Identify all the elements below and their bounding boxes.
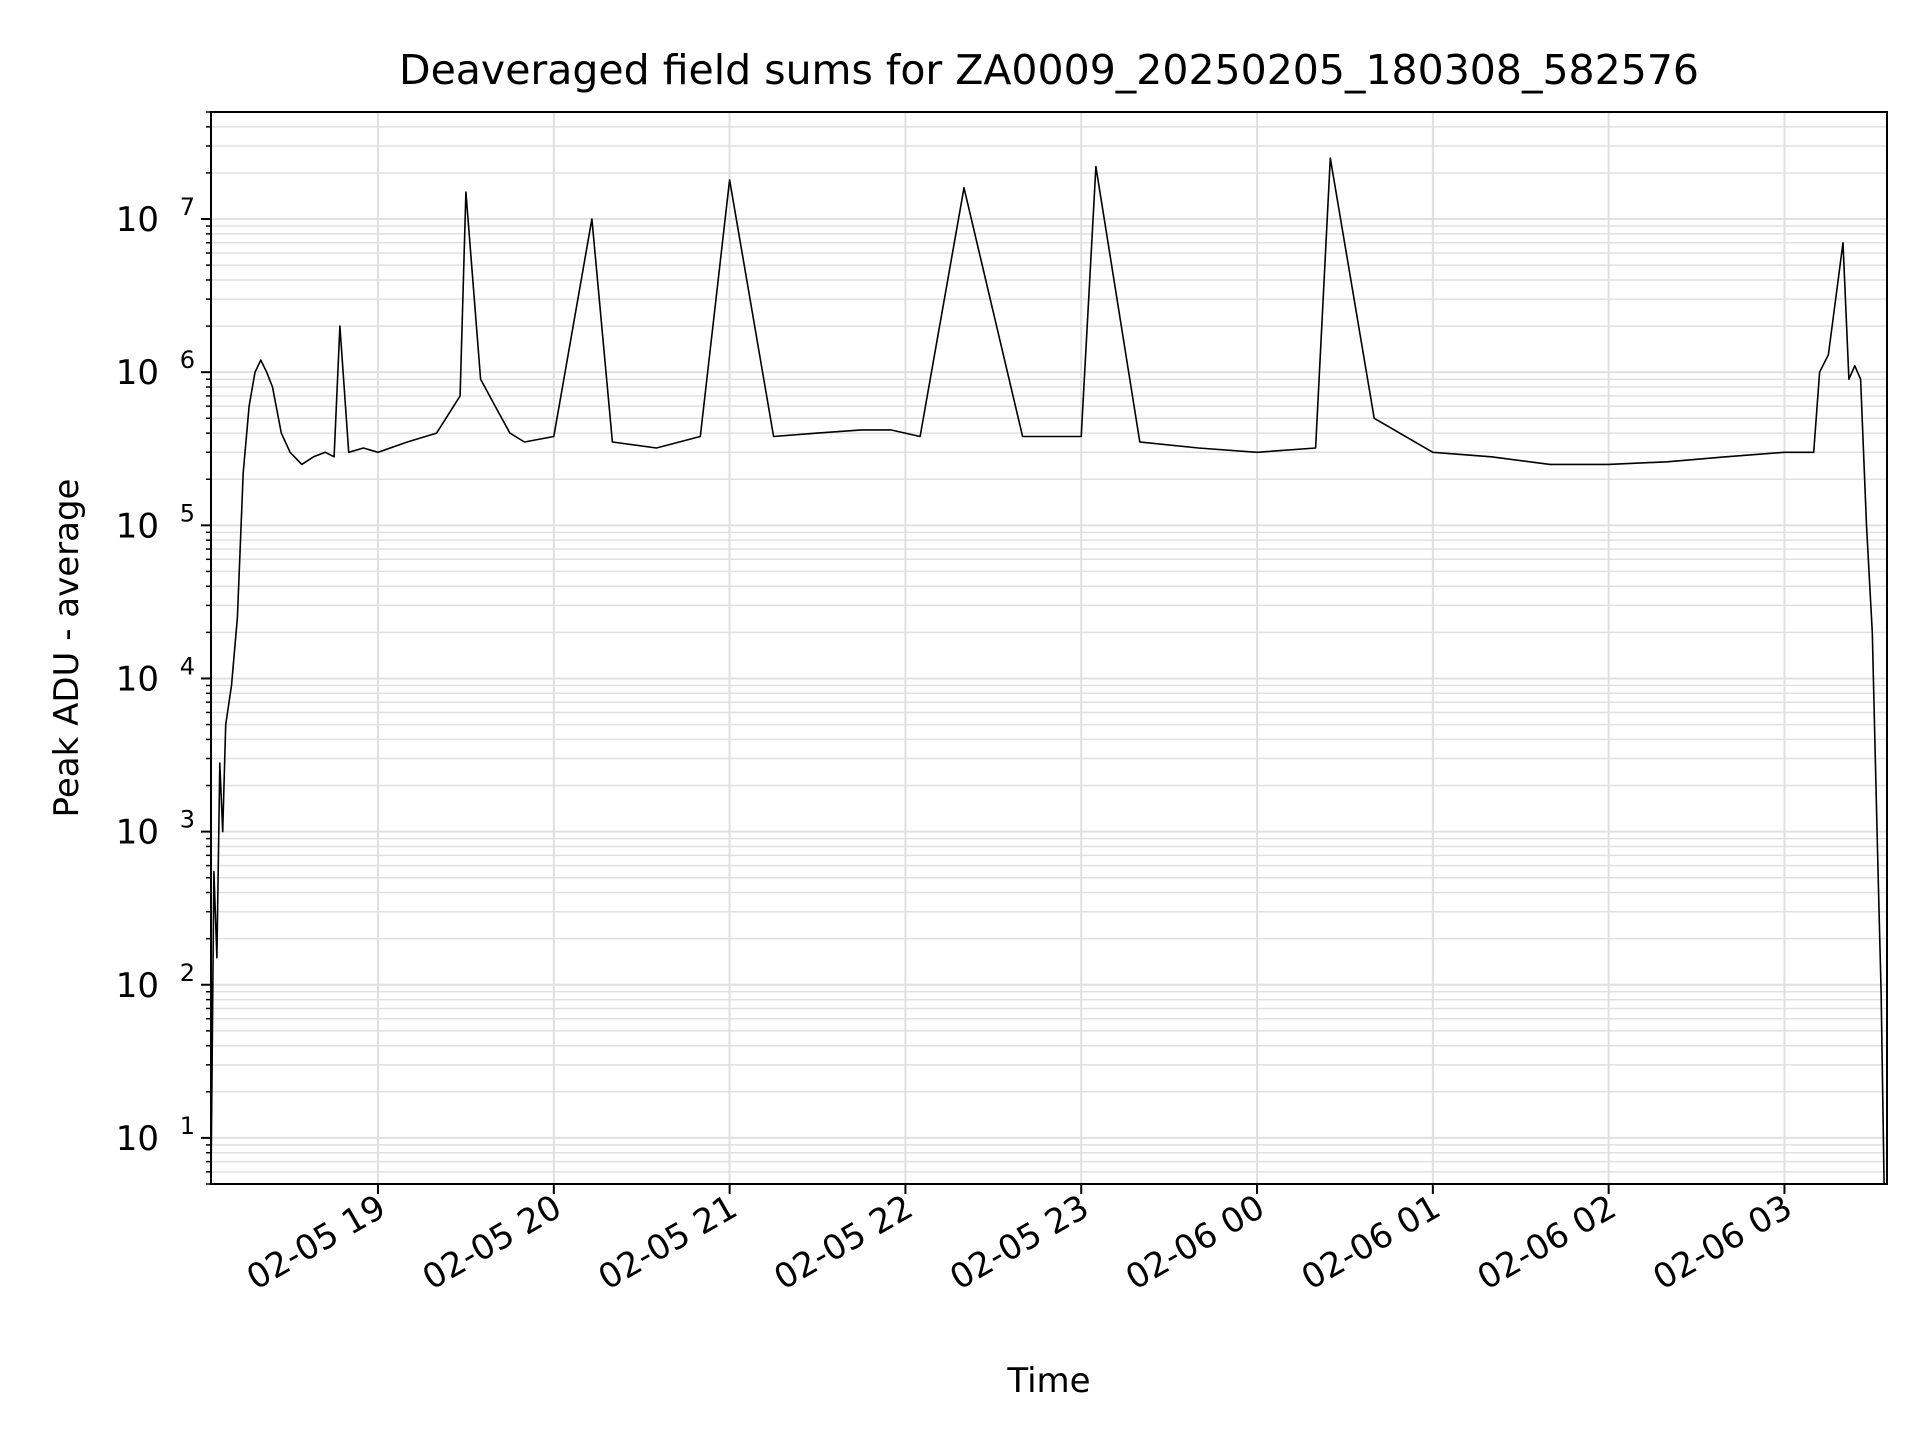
y-tick-label-base: 10 [116,353,159,393]
plot-frame [210,111,1888,1185]
y-tick-label-exponent: 6 [180,346,195,374]
y-tick-label-exponent: 5 [180,499,195,527]
series-line [210,157,1885,1185]
series-layer [210,157,1885,1185]
y-tick-label: 10 5 [116,499,195,546]
y-tick-label-exponent: 3 [180,806,195,834]
y-tick-label-base: 10 [116,506,159,546]
y-tick-label-base: 10 [116,1119,159,1159]
y-tick-label-exponent: 7 [180,193,195,221]
y-tick-label-exponent: 2 [180,959,195,987]
y-tick-label: 10 7 [116,193,195,240]
x-axis-label: Time [1006,1361,1090,1401]
y-tick-label-base: 10 [116,813,159,853]
y-tick-label: 10 3 [116,806,195,853]
y-tick-label: 10 2 [116,959,195,1006]
y-tick-label-base: 10 [116,659,159,699]
y-axis-label: Peak ADU - average [47,479,87,818]
y-tick-label-exponent: 1 [180,1112,195,1140]
y-tick-label: 10 6 [116,346,195,393]
y-tick-label-exponent: 4 [180,652,195,680]
y-axis-ticks: 10 1 10 2 10 3 10 4 10 5 10 6 10 7 [116,111,211,1185]
grid [211,111,1887,1185]
y-tick-label: 10 1 [116,1112,195,1159]
chart-title: Deaveraged field sums for ZA0009_2025020… [399,46,1699,94]
y-tick-label-base: 10 [116,200,159,240]
axes [210,111,1888,1185]
y-tick-label: 10 4 [116,652,195,699]
y-tick-label-base: 10 [116,966,159,1006]
